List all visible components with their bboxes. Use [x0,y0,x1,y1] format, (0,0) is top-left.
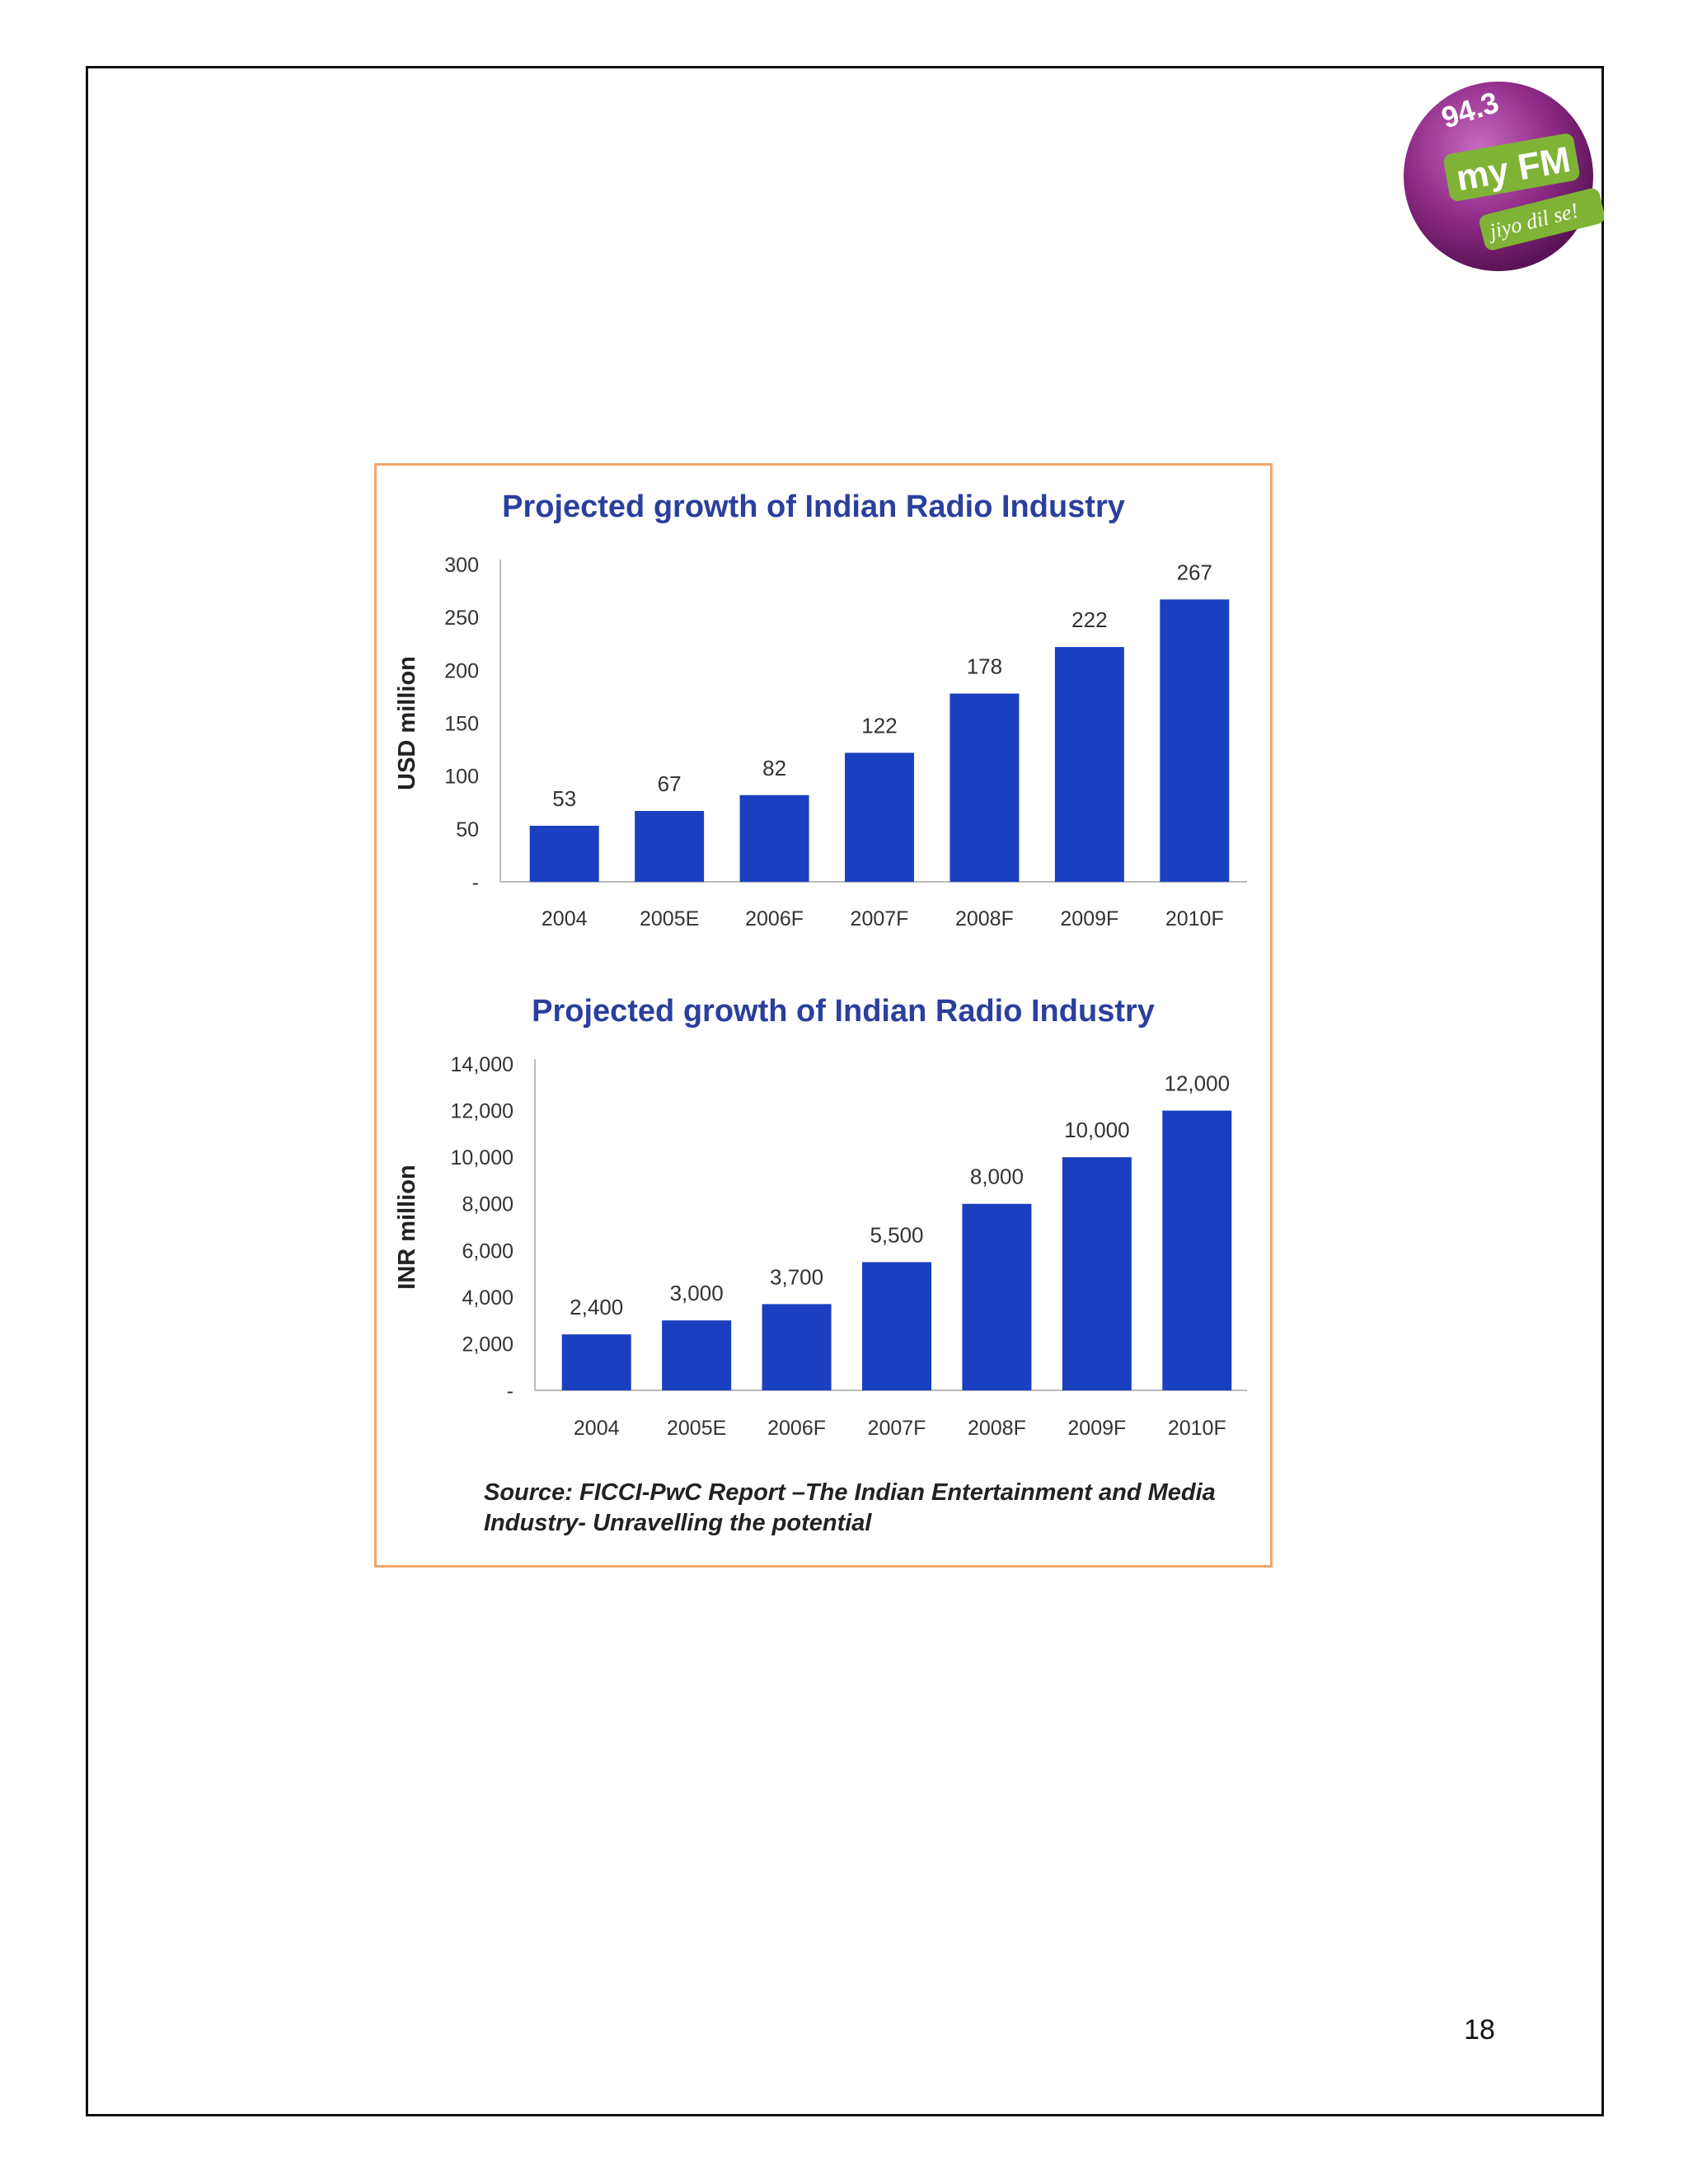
inr-y-tick-label: 14,000 [451,1053,513,1076]
usd-y-axis-title: USD million [394,656,420,790]
usd-bar-2007F [845,752,914,882]
usd-y-tick-label: 150 [444,713,479,736]
inr-value-label: 12,000 [1165,1071,1231,1096]
inr-bar-2004 [561,1334,631,1390]
inr-bar-2007F [862,1262,931,1390]
usd-x-tick-label: 2007F [851,907,909,930]
usd-bar-2006F [739,794,809,882]
figure-box: Projected growth of Indian Radio Industr… [374,463,1273,1568]
logo-tagline-ribbon [1479,188,1605,251]
inr-bar-2009F [1062,1157,1132,1390]
inr-value-label: 8,000 [970,1165,1024,1189]
myfm-logo-graphic: 94.3 my FM jiyo dil se! [1404,82,1605,271]
inr-y-tick-label: 8,000 [462,1193,513,1216]
usd-chart-title: Projected growth of Indian Radio Industr… [502,490,1125,524]
usd-y-tick-label: 100 [444,766,479,789]
inr-y-axis-title: INR million [394,1165,420,1289]
usd-y-tick-label: 200 [444,659,479,682]
inr-bar-2008F [962,1203,1032,1390]
page-frame [86,66,1604,2116]
inr-value-label: 2,400 [570,1295,623,1319]
myfm-logo: 94.3 my FM jiyo dil se! [1398,79,1605,277]
usd-y-tick-label: - [472,871,479,894]
usd-value-label: 53 [552,786,576,811]
usd-y-tick-label: 300 [444,554,479,577]
usd-x-tick-label: 2010F [1165,907,1224,930]
chart-usd: Projected growth of Indian Radio Industr… [377,466,1270,960]
inr-value-label: 5,500 [870,1222,923,1247]
inr-chart-title: Projected growth of Indian Radio Industr… [532,994,1155,1029]
inr-value-label: 10,000 [1064,1118,1130,1142]
inr-x-tick-label: 2008F [968,1417,1026,1440]
usd-value-label: 82 [762,756,786,780]
usd-value-label: 222 [1071,607,1107,632]
source-note: Source: FICCI-PwC Report –The Indian Ent… [484,1479,1216,1536]
inr-y-tick-label: 12,000 [451,1100,513,1123]
usd-bar-2008F [950,693,1020,882]
inr-x-tick-label: 2004 [574,1417,620,1440]
logo-ribbon [1443,134,1580,201]
inr-value-label: 3,000 [670,1281,724,1305]
inr-x-tick-label: 2007F [868,1417,926,1440]
inr-bar-2005E [662,1320,732,1390]
inr-y-tick-label: 2,000 [462,1333,513,1356]
inr-x-tick-label: 2006F [767,1417,826,1440]
usd-value-label: 267 [1177,560,1212,584]
usd-bar-2004 [529,825,599,882]
inr-y-tick-label: 10,000 [451,1146,513,1169]
inr-x-tick-label: 2005E [667,1417,726,1440]
usd-x-tick-label: 2005E [640,907,699,930]
inr-x-tick-label: 2009F [1067,1417,1126,1440]
inr-x-tick-label: 2010F [1168,1417,1226,1440]
chart-usd-svg: Projected growth of Indian Radio Industr… [394,490,1247,930]
chart-inr-svg: Projected growth of Indian Radio Industr… [394,994,1247,1440]
inr-bar-2006F [762,1304,832,1390]
inr-value-label: 3,700 [770,1264,823,1289]
usd-y-tick-label: 250 [444,607,479,630]
usd-bar-2010F [1160,599,1230,882]
usd-x-tick-label: 2006F [745,907,804,930]
usd-bar-2009F [1054,647,1124,882]
usd-value-label: 67 [658,771,682,796]
usd-bar-2005E [635,811,705,882]
usd-x-tick-label: 2009F [1060,907,1118,930]
inr-y-tick-label: 6,000 [462,1240,513,1263]
page-number: 18 [1464,2014,1495,2046]
usd-value-label: 178 [967,654,1002,679]
inr-y-tick-label: - [507,1380,513,1403]
inr-y-tick-label: 4,000 [462,1286,513,1310]
usd-y-tick-label: 50 [456,818,479,841]
usd-value-label: 122 [861,713,897,738]
chart-inr: Projected growth of Indian Radio Industr… [377,970,1270,1473]
usd-x-tick-label: 2004 [542,907,588,930]
inr-bar-2010F [1162,1110,1232,1390]
usd-x-tick-label: 2008F [955,907,1014,930]
